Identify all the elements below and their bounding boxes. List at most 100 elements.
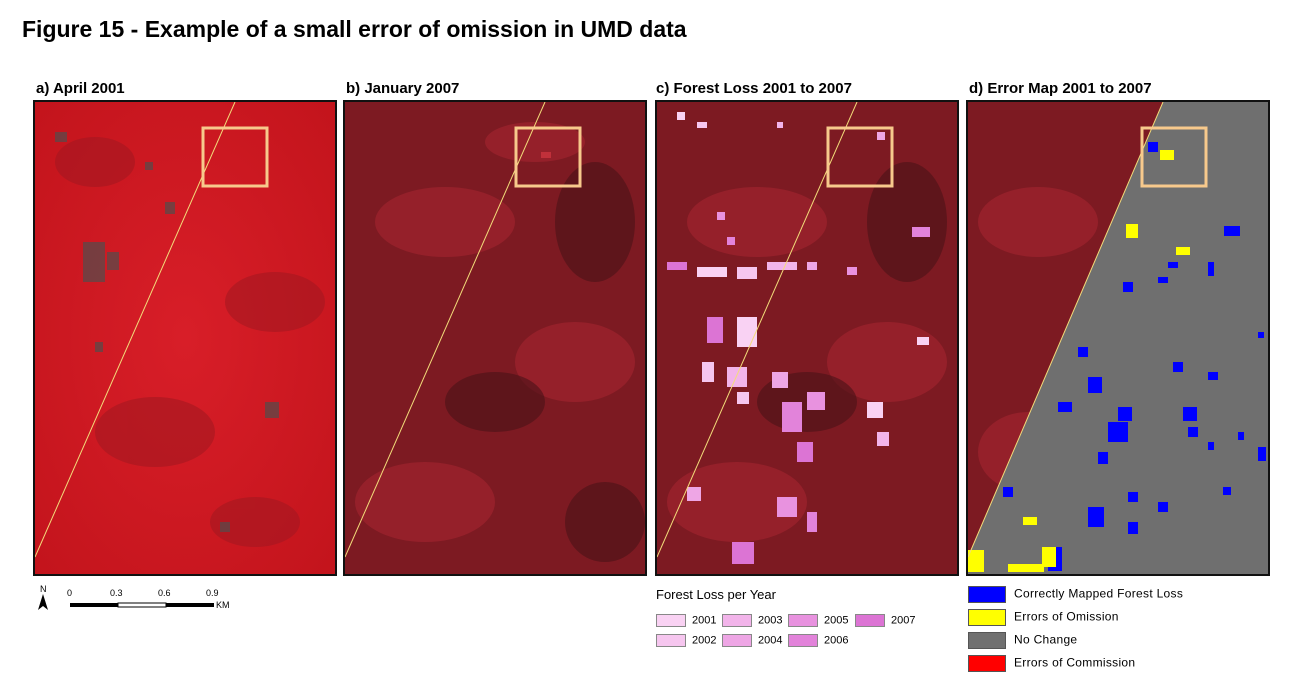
legend-label: No Change xyxy=(1014,632,1078,647)
correct-loss-patch xyxy=(1258,447,1266,461)
figure-title: Figure 15 - Example of a small error of … xyxy=(22,16,687,42)
legend-swatch xyxy=(968,632,1006,649)
legend-label: 2003 xyxy=(758,614,783,627)
legend-swatch xyxy=(656,634,686,647)
scale-tick-2: 0.6 xyxy=(158,588,171,598)
loss-patch xyxy=(737,267,757,279)
panel-d-label: d) Error Map 2001 to 2007 xyxy=(969,80,1152,97)
loss-patch xyxy=(677,112,685,120)
panel-c-forest-loss-map xyxy=(655,100,959,576)
scale-unit: KM xyxy=(216,600,230,610)
correct-loss-patch xyxy=(1123,282,1133,292)
loss-patch xyxy=(697,267,727,277)
correct-loss-patch xyxy=(1223,487,1231,495)
scale-tick-0: 0 xyxy=(67,588,73,598)
panel-a-label: a) April 2001 xyxy=(36,80,125,97)
legend-label: 2001 xyxy=(692,614,717,627)
correct-loss-patch xyxy=(1108,422,1128,442)
loss-patch xyxy=(917,337,929,345)
loss-patch xyxy=(807,512,817,532)
legend-swatch xyxy=(968,586,1006,603)
omission-patches xyxy=(968,150,1190,572)
correct-loss-patch xyxy=(1238,432,1244,440)
correct-loss-patch xyxy=(1128,522,1138,534)
loss-patch xyxy=(767,262,797,270)
loss-patch xyxy=(847,267,857,275)
loss-patch xyxy=(737,317,757,347)
loss-patch xyxy=(687,487,701,501)
scale-bar: N 0 0.3 0.6 0.9 KM xyxy=(34,584,294,624)
loss-patch xyxy=(727,367,747,387)
correct-loss-patch xyxy=(1208,372,1218,380)
panel-b-january-2007-image xyxy=(343,100,647,576)
loss-patch xyxy=(782,402,802,432)
loss-patch xyxy=(807,392,825,410)
legend-swatch xyxy=(656,614,686,627)
correct-loss-patch xyxy=(1208,442,1214,450)
correct-loss-patch xyxy=(1208,262,1214,276)
loss-patch xyxy=(772,372,788,388)
correct-loss-patch xyxy=(1003,487,1013,497)
correct-loss-patch xyxy=(1088,377,1102,393)
correct-loss-patch xyxy=(1188,427,1198,437)
legend-swatch xyxy=(968,655,1006,672)
error-legend-item-2: No Change xyxy=(968,632,1077,649)
correct-loss-patch xyxy=(1088,507,1104,527)
loss-patch xyxy=(702,362,714,382)
loss-patch xyxy=(867,402,883,418)
loss-patch xyxy=(912,227,930,237)
forest-loss-legend-item-2004: 2004 xyxy=(722,634,782,647)
loss-patch xyxy=(807,262,817,270)
legend-label: 2004 xyxy=(758,634,783,647)
north-arrow-label: N xyxy=(40,584,47,594)
correct-loss-patch xyxy=(1148,142,1158,152)
forest-loss-legend-item-2001: 2001 xyxy=(656,614,716,627)
panel-b-label: b) January 2007 xyxy=(346,80,460,97)
correct-loss-patch xyxy=(1118,407,1132,421)
scale-tick-3: 0.9 xyxy=(206,588,219,598)
legend-label: 2005 xyxy=(824,614,849,627)
legend-swatch xyxy=(722,614,752,627)
forest-loss-legend-item-2007: 2007 xyxy=(855,614,915,627)
legend-swatch xyxy=(855,614,885,627)
loss-patch xyxy=(667,262,687,270)
legend-swatch xyxy=(722,634,752,647)
legend-label: 2006 xyxy=(824,634,849,647)
loss-patch xyxy=(697,122,707,128)
correct-loss-patch xyxy=(1258,332,1264,338)
loss-patch xyxy=(877,432,889,446)
correct-loss-patch xyxy=(1158,277,1168,283)
forest-loss-legend-title: Forest Loss per Year xyxy=(656,587,776,602)
legend-label: 2007 xyxy=(891,614,916,627)
forest-loss-patches xyxy=(667,112,930,564)
loss-patch xyxy=(777,122,783,128)
correct-loss-patch xyxy=(1183,407,1197,421)
legend-label: Correctly Mapped Forest Loss xyxy=(1014,586,1184,601)
legend-swatch xyxy=(968,609,1006,626)
loss-patch xyxy=(717,212,725,220)
forest-loss-legend-item-2002: 2002 xyxy=(656,634,716,647)
correct-loss-patch xyxy=(1173,362,1183,372)
panel-a-april-2001-image xyxy=(33,100,337,576)
error-legend-item-1: Errors of Omission xyxy=(968,609,1119,626)
panel-d-error-map xyxy=(966,100,1270,576)
correct-loss-patch xyxy=(1128,492,1138,502)
correct-loss-patch xyxy=(1268,277,1270,285)
forest-loss-legend-item-2006: 2006 xyxy=(788,634,848,647)
correct-loss-patch xyxy=(1098,452,1108,464)
correct-loss-patch xyxy=(1058,402,1072,412)
loss-patch xyxy=(707,317,723,343)
loss-patch xyxy=(737,392,749,404)
legend-label: Errors of Commission xyxy=(1014,655,1136,670)
loss-patch xyxy=(797,442,813,462)
scale-tick-1: 0.3 xyxy=(110,588,123,598)
loss-patch xyxy=(777,497,797,517)
legend-swatch xyxy=(788,614,818,627)
loss-patch xyxy=(877,132,885,140)
forest-loss-legend-item-2003: 2003 xyxy=(722,614,782,627)
correct-loss-patch xyxy=(1078,347,1088,357)
correct-loss-patch xyxy=(1224,226,1240,236)
loss-patch xyxy=(732,542,754,564)
error-legend-item-3: Errors of Commission xyxy=(968,655,1135,672)
panel-c-label: c) Forest Loss 2001 to 2007 xyxy=(656,80,852,97)
